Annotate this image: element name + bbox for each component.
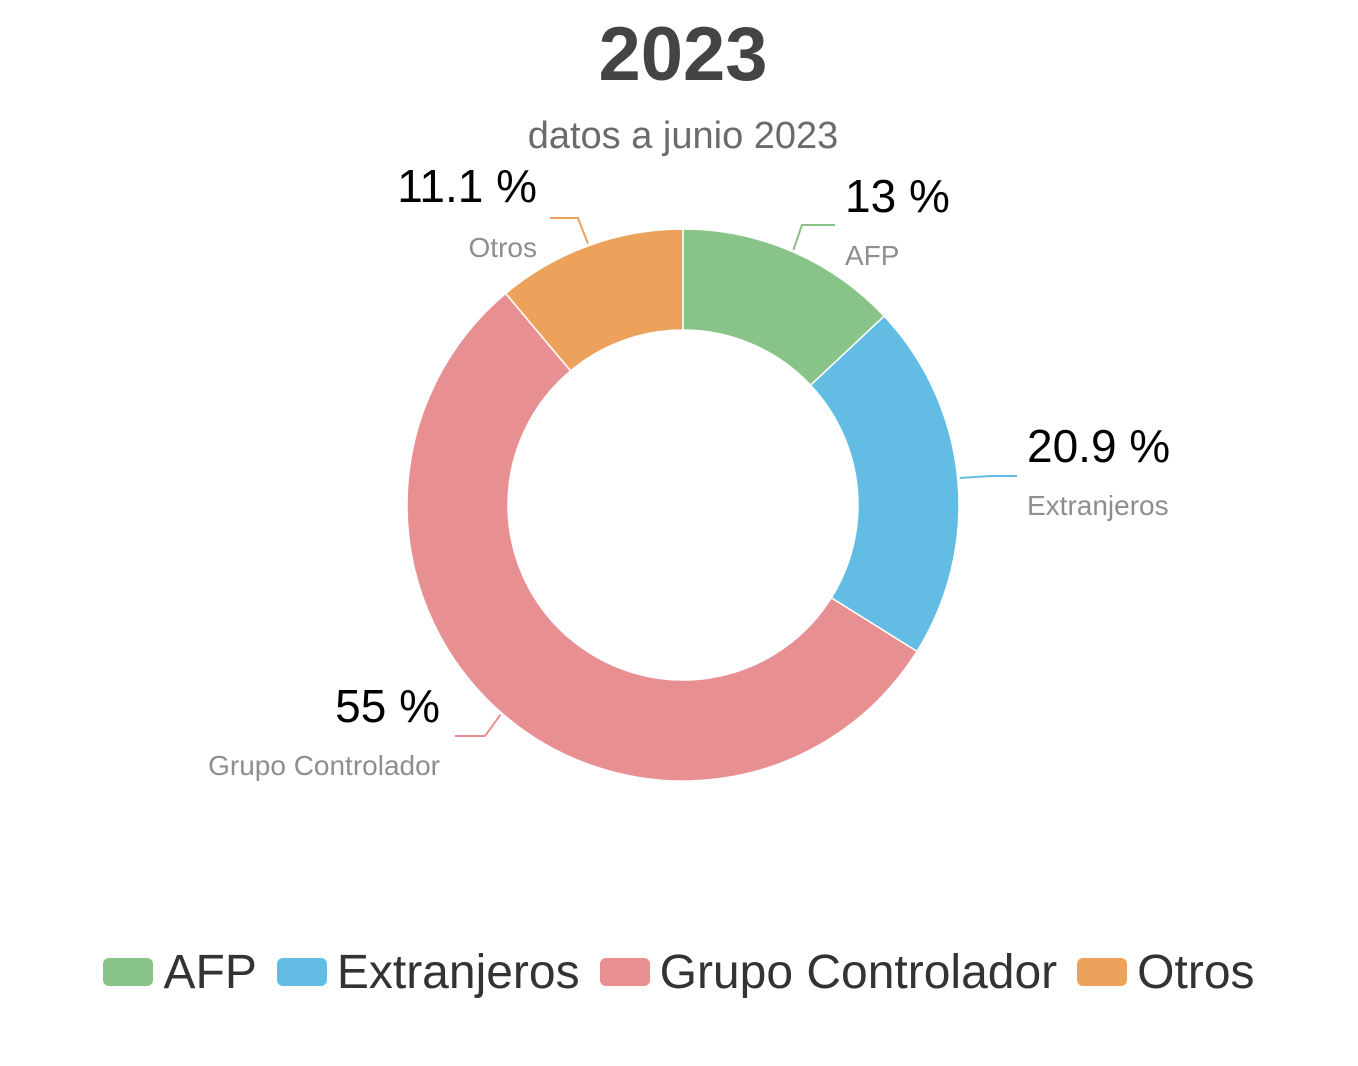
category-label-grupo-controlador: Grupo Controlador (208, 750, 440, 781)
leader-line-grupo-controlador (455, 714, 502, 737)
category-label-afp: AFP (845, 240, 899, 271)
slice-extranjeros[interactable] (809, 315, 960, 653)
legend-item-otros[interactable]: Otros (1077, 945, 1255, 1000)
legend-swatch-otros (1077, 958, 1128, 986)
category-label-otros: Otros (469, 232, 537, 263)
chart-title: 2023 (598, 12, 767, 97)
legend-swatch-extranjeros (276, 958, 327, 986)
chart-subtitle: datos a junio 2023 (528, 115, 839, 157)
chart-legend: AFP Extranjeros Grupo Controlador Otros (0, 940, 1358, 1004)
legend-item-afp[interactable]: AFP (103, 945, 257, 1000)
legend-label-otros: Otros (1137, 945, 1255, 999)
leader-line-extranjeros (959, 475, 1017, 479)
leader-line-afp (792, 224, 835, 251)
value-label-afp: 13 % (845, 170, 950, 222)
value-label-otros: 11.1 % (397, 160, 537, 212)
legend-swatch-grupo-controlador (599, 958, 650, 986)
legend-item-extranjeros[interactable]: Extranjeros (276, 945, 580, 1000)
legend-label-extranjeros: Extranjeros (336, 945, 580, 999)
legend-label-grupo-controlador: Grupo Controlador (659, 945, 1058, 999)
value-label-grupo-controlador: 55 % (335, 680, 440, 732)
category-label-extranjeros: Extranjeros (1027, 490, 1169, 521)
donut-slices (406, 228, 960, 782)
leader-line-otros (550, 217, 589, 245)
legend-item-grupo-controlador[interactable]: Grupo Controlador (599, 945, 1058, 1000)
slice-otros[interactable] (504, 228, 684, 372)
legend-swatch-afp (103, 958, 154, 986)
slice-labels: 13 % AFP 20.9 % Extranjeros 55 % Grupo Contro… (208, 160, 1170, 781)
value-label-extranjeros: 20.9 % (1027, 420, 1170, 472)
legend-label-afp: AFP (163, 945, 257, 999)
slice-grupo-controlador[interactable] (406, 292, 918, 782)
